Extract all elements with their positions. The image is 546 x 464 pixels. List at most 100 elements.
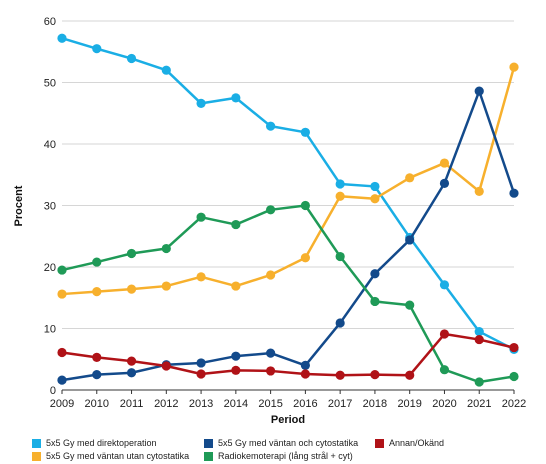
legend-item: 5x5 Gy med direktoperation: [32, 438, 157, 448]
x-tick-label: 2015: [258, 398, 282, 410]
y-tick-label: 30: [44, 201, 56, 213]
legend-swatch: [204, 451, 213, 461]
y-tick-label: 50: [44, 78, 56, 90]
data-point: [161, 281, 171, 291]
data-point: [231, 365, 241, 375]
data-point: [509, 62, 519, 72]
legend-swatch: [375, 438, 384, 448]
y-axis-title: Procent: [13, 185, 25, 226]
legend-label: Radiokemoterapi (lång strål + cyt): [218, 451, 353, 461]
data-point: [126, 368, 137, 378]
data-point: [57, 289, 67, 299]
data-point: [335, 318, 345, 328]
data-point: [370, 370, 380, 380]
data-point: [196, 212, 206, 222]
legend-item: 5x5 Gy med väntan och cytostatika: [204, 438, 358, 448]
data-point: [405, 235, 415, 245]
data-point: [231, 351, 241, 361]
data-point: [161, 243, 171, 254]
data-point: [335, 191, 345, 201]
data-point: [266, 366, 276, 376]
y-tick-label: 0: [50, 385, 56, 397]
data-point: [196, 369, 206, 379]
x-tick-label: 2011: [120, 398, 144, 410]
data-point: [474, 334, 484, 345]
data-point: [126, 248, 137, 259]
series-line: [61, 37, 515, 351]
data-point: [300, 127, 310, 137]
gridlines: [62, 20, 514, 329]
data-point: [196, 98, 206, 109]
data-point: [405, 300, 415, 310]
data-point: [126, 284, 137, 294]
data-point: [370, 296, 380, 307]
x-tick-label: 2009: [50, 398, 74, 410]
data-point: [300, 200, 310, 211]
data-point: [439, 365, 450, 375]
series-line: [61, 332, 515, 377]
x-tick-label: 2014: [224, 398, 248, 410]
x-tick-label: 2018: [363, 398, 387, 410]
legend-swatch: [204, 438, 213, 448]
x-tick-label: 2019: [397, 398, 421, 410]
y-tick-labels: 0 10 20 30 40 50 60: [44, 16, 56, 397]
data-point: [266, 205, 276, 215]
data-point: [231, 219, 241, 230]
x-tick-label: 2021: [467, 398, 491, 410]
data-point: [57, 375, 67, 385]
data-point: [474, 186, 484, 196]
data-point: [126, 53, 137, 64]
series-1: [57, 62, 519, 299]
data-point: [474, 326, 484, 337]
data-point: [474, 86, 484, 96]
series-2: [57, 86, 519, 385]
data-point: [300, 369, 310, 379]
data-point: [92, 370, 102, 380]
data-point: [231, 93, 241, 103]
data-point: [57, 265, 67, 275]
data-point: [335, 370, 345, 380]
legend-swatch: [32, 451, 41, 461]
legend-swatch: [32, 438, 41, 448]
data-point: [474, 377, 484, 387]
series-line: [61, 66, 516, 296]
data-point: [439, 178, 450, 188]
data-point: [92, 44, 102, 54]
x-axis-title: Period: [271, 414, 305, 426]
data-point: [266, 270, 276, 280]
data-point: [439, 329, 450, 339]
data-point: [335, 251, 345, 262]
x-tick-label: 2020: [432, 398, 456, 410]
data-point: [92, 352, 102, 363]
data-point: [509, 371, 519, 382]
legend-item: Annan/Okänd: [375, 438, 444, 448]
data-point: [92, 287, 102, 297]
axes: [61, 389, 515, 394]
x-tick-labels: 2009 2010 2011 2012 2013 2014 2015 2016 2017 2018…: [50, 398, 526, 410]
y-tick-label: 60: [44, 16, 56, 28]
legend: 5x5 Gy med direktoperation 5x5 Gy med vän…: [0, 430, 546, 464]
data-point: [335, 179, 345, 189]
data-point: [266, 348, 276, 358]
data-point: [57, 347, 67, 358]
data-point: [196, 272, 206, 282]
data-point: [300, 360, 310, 370]
data-point: [439, 158, 450, 168]
x-tick-label: 2012: [154, 398, 178, 410]
data-point: [370, 269, 380, 279]
data-point: [92, 257, 102, 267]
data-point: [196, 358, 206, 368]
x-tick-label: 2022: [502, 398, 526, 410]
y-tick-label: 20: [44, 262, 56, 274]
data-point: [57, 33, 67, 43]
series-group: [57, 33, 519, 387]
series-3: [57, 200, 519, 387]
data-point: [509, 188, 519, 198]
legend-label: Annan/Okänd: [389, 438, 445, 448]
data-point: [231, 281, 241, 291]
x-tick-label: 2016: [293, 398, 317, 410]
data-point: [405, 370, 415, 380]
data-point: [370, 181, 380, 192]
legend-item: 5x5 Gy med väntan utan cytostatika: [32, 451, 189, 461]
